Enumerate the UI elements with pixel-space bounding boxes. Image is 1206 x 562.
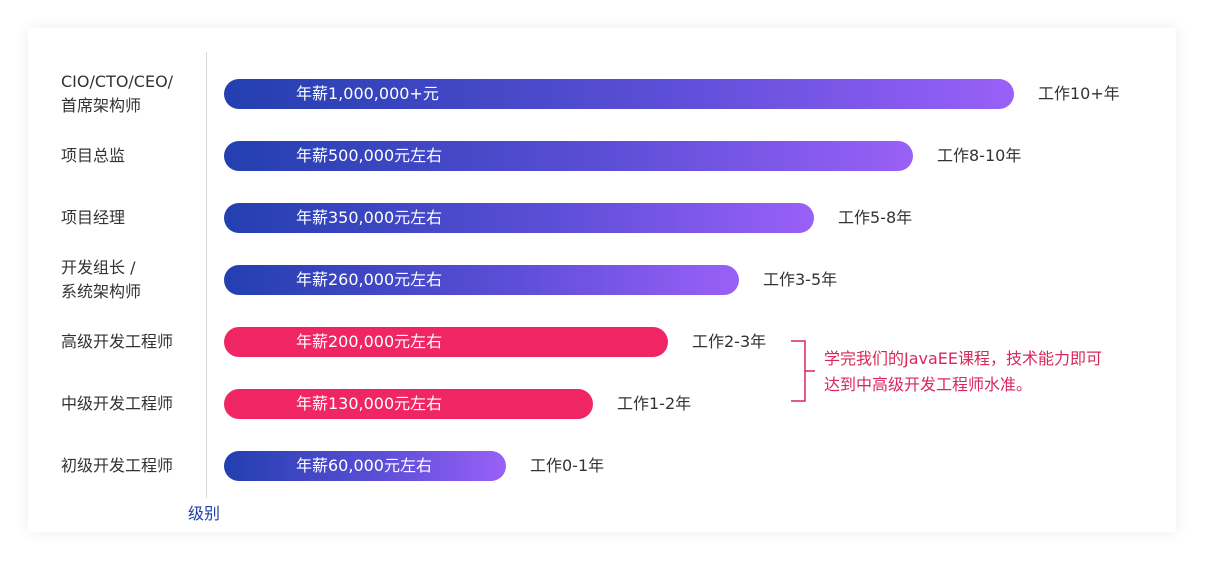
category-label-line: 中级开发工程师 [61,394,174,413]
category-label-line: 首席架构师 [61,96,142,115]
category-label-line: 初级开发工程师 [61,456,174,475]
category-label: 项目总监 [61,144,201,168]
category-label: 开发组长 / 系统架构师 [61,256,201,304]
annotation-line: 学完我们的JavaEE课程，技术能力即可 [824,349,1103,368]
category-label-line: CIO/CTO/CEO/ [61,72,174,91]
salary-bar: 年薪260,000元左右 [224,265,739,295]
category-label: 初级开发工程师 [61,454,201,478]
bar-label: 年薪500,000元左右 [296,146,443,165]
experience-label: 工作5-8年 [838,208,913,227]
bar-label: 年薪130,000元左右 [296,394,443,413]
experience-label: 工作2-3年 [692,332,767,351]
bar-label: 年薪60,000元左右 [296,456,432,475]
bracket-icon [791,340,815,402]
experience-label: 工作8-10年 [937,146,1022,165]
experience-label: 工作3-5年 [763,270,838,289]
annotation-note: 学完我们的JavaEE课程，技术能力即可 达到中高级开发工程师水准。 [824,346,1154,398]
bar-label: 年薪200,000元左右 [296,332,443,351]
category-label-line: 开发组长 / [61,258,136,277]
category-label: 项目经理 [61,206,201,230]
bar-label: 年薪1,000,000+元 [296,84,439,103]
category-label-line: 系统架构师 [61,282,142,301]
salary-bar: 年薪60,000元左右 [224,451,506,481]
category-label-line: 高级开发工程师 [61,332,174,351]
experience-label: 工作10+年 [1038,84,1120,103]
category-label-line: 项目总监 [61,146,126,165]
axis-title: 级别 [188,504,221,523]
bar-label: 年薪350,000元左右 [296,208,443,227]
experience-label: 工作0-1年 [530,456,605,475]
bar-label: 年薪260,000元左右 [296,270,443,289]
salary-bar: 年薪130,000元左右 [224,389,593,419]
axis-line [206,52,207,498]
category-label: 中级开发工程师 [61,392,201,416]
category-label: CIO/CTO/CEO/首席架构师 [61,70,201,118]
category-label-line: 项目经理 [61,208,126,227]
experience-label: 工作1-2年 [617,394,692,413]
salary-bar: 年薪200,000元左右 [224,327,668,357]
salary-bar: 年薪350,000元左右 [224,203,814,233]
salary-bar: 年薪1,000,000+元 [224,79,1014,109]
category-label: 高级开发工程师 [61,330,201,354]
annotation-line: 达到中高级开发工程师水准。 [824,375,1033,394]
salary-bar: 年薪500,000元左右 [224,141,913,171]
